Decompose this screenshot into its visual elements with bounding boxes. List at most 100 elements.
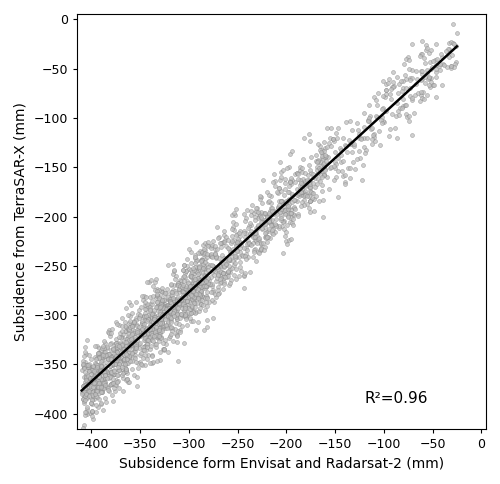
- Point: [318, 146, 326, 153]
- Point: [329, 135, 337, 142]
- Point: [394, 73, 402, 80]
- Point: [394, 89, 402, 96]
- Point: [446, 39, 454, 46]
- Point: [224, 262, 232, 270]
- Point: [194, 294, 202, 302]
- Point: [232, 275, 239, 283]
- Point: [94, 403, 102, 410]
- Point: [198, 278, 205, 286]
- Point: [118, 322, 126, 330]
- Point: [152, 294, 160, 302]
- Point: [142, 312, 150, 320]
- Point: [179, 287, 187, 294]
- Point: [149, 292, 157, 300]
- Point: [160, 291, 168, 299]
- Point: [95, 349, 103, 357]
- Point: [188, 303, 196, 311]
- Point: [277, 197, 285, 205]
- Point: [173, 295, 181, 303]
- Point: [144, 315, 152, 322]
- Point: [84, 363, 92, 371]
- Point: [360, 149, 368, 157]
- Point: [124, 359, 132, 366]
- Point: [129, 348, 137, 356]
- Point: [96, 378, 104, 386]
- Point: [321, 144, 329, 152]
- Point: [174, 281, 182, 289]
- Point: [202, 247, 209, 255]
- Point: [225, 282, 233, 289]
- Point: [234, 237, 242, 244]
- Point: [158, 325, 166, 333]
- Point: [140, 313, 148, 321]
- Point: [104, 326, 112, 333]
- Point: [91, 374, 99, 381]
- Point: [90, 365, 98, 373]
- Point: [283, 241, 291, 248]
- Point: [92, 387, 100, 395]
- Point: [104, 355, 112, 363]
- Point: [178, 304, 186, 312]
- Point: [406, 76, 414, 84]
- Point: [116, 351, 124, 359]
- Point: [114, 348, 122, 356]
- Point: [82, 368, 90, 376]
- Point: [228, 252, 236, 260]
- Point: [242, 214, 250, 222]
- Point: [108, 375, 116, 383]
- Point: [182, 321, 190, 329]
- Point: [346, 164, 354, 171]
- Point: [436, 60, 444, 68]
- Point: [265, 218, 273, 226]
- Point: [262, 215, 270, 223]
- Point: [146, 306, 154, 314]
- Point: [124, 378, 132, 386]
- Point: [85, 378, 93, 386]
- Point: [90, 369, 98, 377]
- Point: [332, 129, 340, 137]
- Point: [422, 74, 430, 81]
- Point: [408, 66, 416, 74]
- Point: [262, 213, 270, 221]
- Point: [120, 338, 128, 346]
- Point: [166, 298, 174, 305]
- Point: [117, 339, 125, 347]
- Point: [448, 20, 456, 28]
- Point: [296, 163, 304, 171]
- Point: [334, 154, 342, 162]
- Point: [148, 342, 156, 350]
- Point: [196, 307, 203, 315]
- Point: [159, 301, 167, 309]
- Point: [284, 188, 292, 196]
- Point: [106, 330, 114, 337]
- Point: [301, 182, 309, 189]
- Point: [132, 359, 140, 366]
- Point: [306, 166, 314, 174]
- Point: [124, 355, 132, 363]
- Point: [270, 207, 278, 215]
- Point: [192, 291, 200, 299]
- Point: [165, 296, 173, 304]
- Point: [182, 255, 190, 262]
- Point: [152, 313, 160, 321]
- Point: [288, 192, 296, 200]
- Point: [128, 336, 136, 344]
- Point: [247, 227, 255, 234]
- Point: [327, 142, 335, 150]
- Point: [182, 267, 190, 274]
- Point: [100, 369, 108, 377]
- Point: [154, 324, 162, 332]
- Point: [204, 323, 212, 331]
- Point: [141, 343, 149, 350]
- Point: [358, 176, 366, 183]
- Point: [274, 223, 282, 230]
- Point: [293, 169, 301, 177]
- Point: [384, 79, 392, 87]
- Point: [138, 349, 145, 357]
- Point: [102, 398, 110, 406]
- Point: [226, 257, 234, 264]
- Point: [107, 368, 115, 376]
- Point: [313, 180, 321, 187]
- Point: [81, 428, 89, 436]
- Point: [202, 293, 210, 301]
